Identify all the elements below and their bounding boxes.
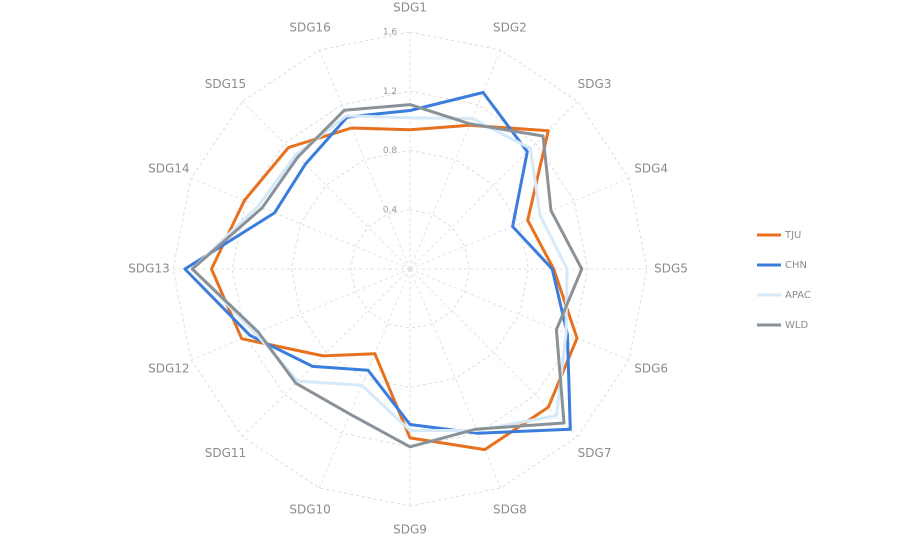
grid-ring: [350, 209, 470, 329]
axis-label: SDG4: [634, 162, 668, 176]
spoke: [409, 268, 630, 361]
legend-label: CHN: [785, 260, 807, 271]
axis-label: SDG12: [148, 361, 189, 375]
spoke: [409, 49, 502, 270]
axis-label: SDG15: [205, 77, 246, 91]
axis-label: SDG13: [128, 262, 169, 276]
axis-label: SDG6: [634, 361, 668, 375]
axis-label: SDG9: [393, 523, 427, 537]
axis-label: SDG14: [148, 162, 189, 176]
axis-label: SDG7: [578, 446, 612, 460]
y-tick-label: 0.8: [383, 146, 398, 156]
spoke: [318, 49, 411, 270]
series-line: [183, 91, 572, 435]
y-tick-label: 0.4: [383, 205, 398, 215]
axis-label: SDG2: [493, 20, 527, 34]
legend-label: APAC: [785, 290, 811, 301]
axis-label: SDG5: [654, 262, 688, 276]
axis-label: SDG16: [289, 20, 330, 34]
spoke: [409, 268, 502, 489]
series-line: [190, 114, 569, 432]
spoke: [190, 268, 411, 361]
axis-label: SDG11: [205, 446, 246, 460]
series-line: [190, 103, 584, 449]
axis-label: SDG3: [578, 77, 612, 91]
y-tick-label: 1.6: [383, 28, 398, 38]
axis-label: SDG8: [493, 503, 527, 517]
series-line: [210, 123, 579, 452]
y-tick-label: 1.2: [383, 87, 397, 97]
axis-label: SDG1: [393, 1, 427, 15]
legend-label: TJU: [784, 230, 801, 241]
legend-label: WLD: [785, 320, 808, 331]
axis-label: SDG10: [289, 503, 330, 517]
